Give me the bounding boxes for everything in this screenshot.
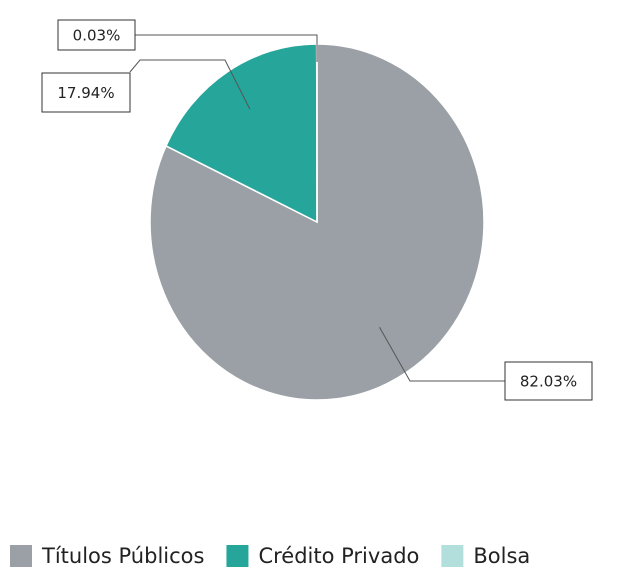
legend-label: Títulos Públicos [41, 544, 204, 568]
label-box [57, 19, 136, 51]
label-box [504, 361, 593, 401]
leader-line [379, 327, 505, 382]
legend-swatch [226, 545, 249, 567]
legend-label: Bolsa [473, 544, 530, 568]
label-box [41, 72, 131, 113]
legend-swatch [10, 545, 32, 567]
legend-swatch [441, 545, 464, 567]
data-label: 17.94% [57, 84, 114, 102]
leader-line [129, 59, 251, 110]
data-label: 82.03% [520, 373, 577, 391]
pie-slice [165, 43, 318, 224]
data-label: 0.03% [73, 27, 121, 45]
legend-label: Crédito Privado [258, 544, 419, 568]
pie-slice [149, 43, 485, 401]
leader-line [135, 34, 318, 62]
